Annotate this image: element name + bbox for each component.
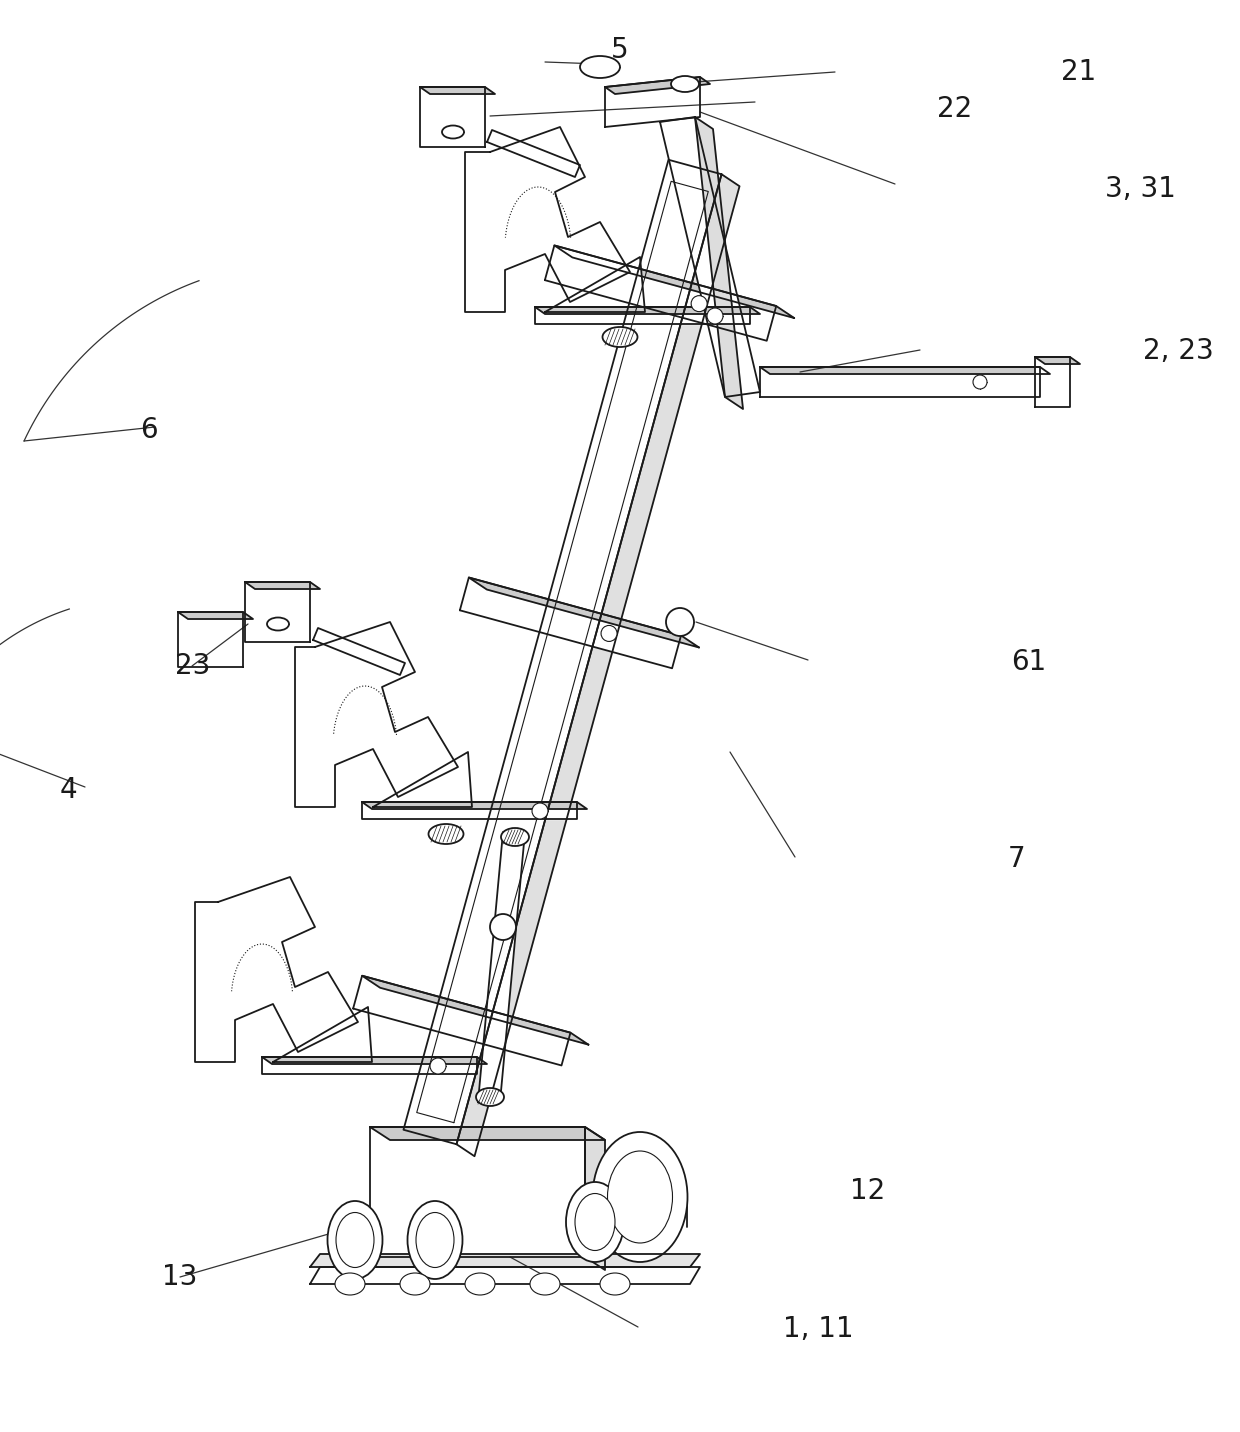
Polygon shape bbox=[534, 306, 760, 314]
Polygon shape bbox=[469, 577, 699, 647]
Polygon shape bbox=[353, 975, 570, 1065]
Polygon shape bbox=[195, 876, 358, 1063]
Polygon shape bbox=[246, 581, 310, 642]
Polygon shape bbox=[534, 306, 750, 324]
Ellipse shape bbox=[593, 1133, 687, 1262]
Circle shape bbox=[532, 803, 548, 819]
Polygon shape bbox=[760, 367, 1050, 374]
Ellipse shape bbox=[408, 1201, 463, 1279]
Polygon shape bbox=[262, 1057, 477, 1074]
Ellipse shape bbox=[267, 617, 289, 630]
Polygon shape bbox=[585, 1127, 605, 1270]
Polygon shape bbox=[554, 245, 795, 318]
Polygon shape bbox=[460, 577, 681, 669]
Polygon shape bbox=[179, 611, 253, 619]
Text: 6: 6 bbox=[140, 415, 157, 444]
Polygon shape bbox=[544, 245, 776, 341]
Polygon shape bbox=[310, 1254, 701, 1267]
Ellipse shape bbox=[565, 1181, 624, 1262]
Polygon shape bbox=[362, 802, 577, 819]
Ellipse shape bbox=[580, 56, 620, 77]
Text: 1, 11: 1, 11 bbox=[784, 1315, 853, 1343]
Circle shape bbox=[430, 1058, 446, 1074]
Polygon shape bbox=[373, 752, 472, 808]
Polygon shape bbox=[420, 87, 485, 147]
Circle shape bbox=[601, 626, 618, 642]
Text: 21: 21 bbox=[1061, 57, 1096, 86]
Polygon shape bbox=[660, 117, 760, 397]
Ellipse shape bbox=[441, 126, 464, 139]
Polygon shape bbox=[362, 802, 587, 809]
Ellipse shape bbox=[501, 828, 529, 846]
Ellipse shape bbox=[608, 1151, 672, 1243]
Circle shape bbox=[691, 295, 707, 312]
Polygon shape bbox=[487, 130, 580, 178]
Polygon shape bbox=[312, 629, 405, 674]
Polygon shape bbox=[605, 77, 701, 127]
Ellipse shape bbox=[335, 1273, 365, 1295]
Circle shape bbox=[707, 308, 723, 324]
Polygon shape bbox=[370, 1127, 585, 1257]
Text: 5: 5 bbox=[611, 36, 629, 64]
Circle shape bbox=[666, 609, 694, 636]
Polygon shape bbox=[477, 832, 525, 1103]
Ellipse shape bbox=[600, 1273, 630, 1295]
Polygon shape bbox=[1035, 357, 1080, 364]
Polygon shape bbox=[465, 127, 630, 312]
Polygon shape bbox=[310, 1267, 701, 1285]
Ellipse shape bbox=[465, 1273, 495, 1295]
Ellipse shape bbox=[327, 1201, 382, 1279]
Text: 13: 13 bbox=[162, 1263, 197, 1292]
Ellipse shape bbox=[575, 1193, 615, 1250]
Text: 2, 23: 2, 23 bbox=[1142, 337, 1214, 365]
Ellipse shape bbox=[415, 1213, 454, 1267]
Polygon shape bbox=[246, 581, 320, 589]
Polygon shape bbox=[370, 1127, 605, 1140]
Circle shape bbox=[490, 914, 516, 939]
Polygon shape bbox=[694, 117, 743, 410]
Polygon shape bbox=[420, 87, 495, 95]
Polygon shape bbox=[179, 611, 243, 667]
Polygon shape bbox=[262, 1057, 487, 1064]
Text: 3, 31: 3, 31 bbox=[1105, 175, 1177, 203]
Circle shape bbox=[973, 375, 987, 390]
Polygon shape bbox=[417, 182, 708, 1123]
Ellipse shape bbox=[336, 1213, 374, 1267]
Text: 12: 12 bbox=[851, 1177, 885, 1206]
Polygon shape bbox=[295, 621, 458, 808]
Ellipse shape bbox=[603, 326, 637, 347]
Ellipse shape bbox=[429, 823, 464, 843]
Polygon shape bbox=[362, 975, 589, 1045]
Text: 7: 7 bbox=[1008, 845, 1025, 874]
Ellipse shape bbox=[671, 76, 699, 92]
Polygon shape bbox=[546, 256, 645, 312]
Polygon shape bbox=[605, 77, 711, 95]
Ellipse shape bbox=[529, 1273, 560, 1295]
Text: 23: 23 bbox=[175, 652, 210, 680]
Polygon shape bbox=[456, 175, 739, 1156]
Text: 22: 22 bbox=[937, 95, 972, 123]
Polygon shape bbox=[273, 1007, 372, 1063]
Polygon shape bbox=[1035, 357, 1070, 407]
Text: 61: 61 bbox=[1012, 647, 1047, 676]
Ellipse shape bbox=[401, 1273, 430, 1295]
Polygon shape bbox=[403, 160, 722, 1144]
Text: 4: 4 bbox=[60, 776, 77, 805]
Polygon shape bbox=[760, 367, 1040, 397]
Ellipse shape bbox=[476, 1088, 503, 1106]
